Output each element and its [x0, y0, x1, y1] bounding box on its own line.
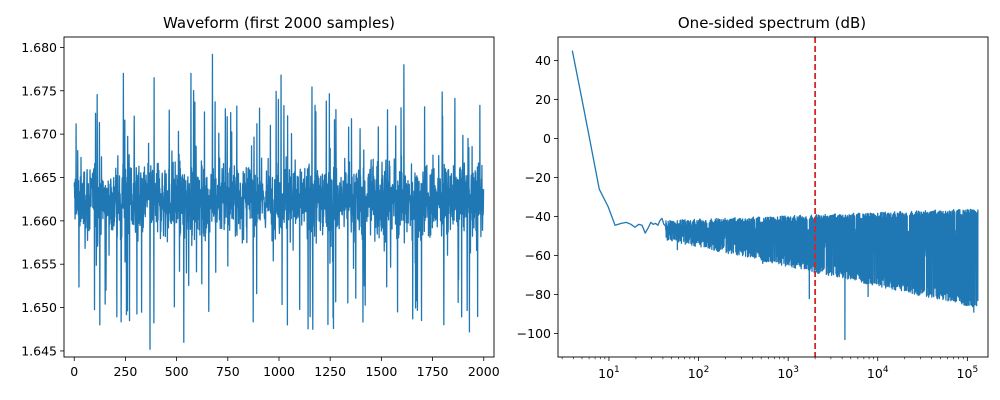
spectrum-x-tick-label: 102 [688, 365, 710, 381]
spectrum-y-tick-label: −40 [525, 209, 551, 224]
waveform-x-tick-label: 1250 [314, 364, 346, 379]
waveform-plot-frame [63, 36, 495, 358]
waveform-series-line [73, 53, 485, 350]
spectrum-y-tick-label: 40 [535, 53, 551, 68]
waveform-y-tick-label: 1.675 [21, 83, 57, 98]
spectrum-x-tick-label: 104 [867, 365, 889, 381]
waveform-series-layer [73, 53, 485, 350]
spectrum-x-tick-label: 103 [777, 365, 799, 381]
spectrum-x-tick-label: 101 [598, 365, 620, 381]
waveform-y-tick-label: 1.655 [21, 257, 57, 272]
waveform-y-tick-label: 1.680 [21, 40, 57, 55]
spectrum-y-tick-label: 20 [535, 92, 551, 107]
spectrum-plot-frame [557, 36, 989, 358]
waveform-y-tick-label: 1.650 [21, 300, 57, 315]
spectrum-y-tick-label: −100 [517, 326, 551, 341]
waveform-chart-title: Waveform (first 2000 samples) [163, 14, 395, 32]
spectrum-series-line [571, 50, 979, 341]
spectrum-y-tick-label: −20 [525, 170, 551, 185]
waveform-y-tick-label: 1.665 [21, 170, 57, 185]
waveform-x-tick-label: 750 [216, 364, 240, 379]
waveform-x-tick-label: 0 [70, 364, 78, 379]
waveform-y-tick-label: 1.645 [21, 343, 57, 358]
waveform-axis-ticks: 0 250 500 750 1000 1250 1500 1750 2000 1.645 1.650… [21, 40, 500, 379]
spectrum-x-tick-label: 105 [957, 365, 979, 381]
waveform-x-tick-label: 500 [165, 364, 189, 379]
waveform-x-tick-label: 1500 [365, 364, 397, 379]
waveform-x-tick-label: 2000 [468, 364, 500, 379]
waveform-x-tick-label: 250 [113, 364, 137, 379]
waveform-x-tick-label: 1750 [417, 364, 449, 379]
waveform-x-tick-label: 1000 [263, 364, 295, 379]
spectrum-axis-ticks: 101 102 103 104 105 −100 −80 −60 −40 −20 0 20 40 [517, 53, 979, 381]
waveform-y-tick-label: 1.670 [21, 127, 57, 142]
waveform-chart: Waveform (first 2000 samples) 0 250 500 750… [21, 14, 500, 379]
waveform-y-tick-label: 1.660 [21, 213, 57, 228]
spectrum-y-tick-label: −80 [525, 287, 551, 302]
spectrum-y-tick-label: −60 [525, 248, 551, 263]
spectrum-y-tick-label: 0 [543, 131, 551, 146]
spectrum-series-layer [571, 37, 979, 357]
spectrum-chart: One-sided spectrum (dB) 101 102 103 104 105 −… [517, 14, 989, 381]
spectrum-chart-title: One-sided spectrum (dB) [678, 14, 866, 32]
